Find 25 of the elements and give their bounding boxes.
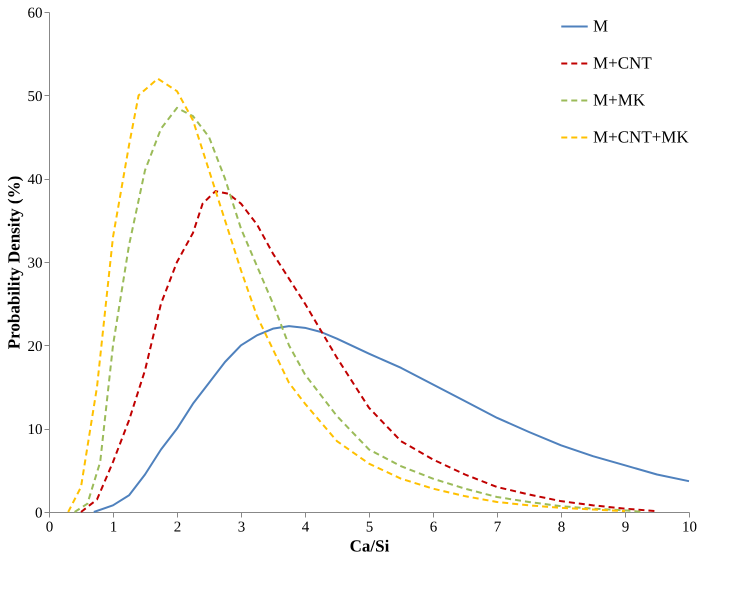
legend-label: M+CNT+MK — [593, 128, 690, 146]
x-tick-label: 9 — [622, 520, 630, 536]
x-tick-label: 3 — [238, 520, 246, 536]
x-tick-label: 6 — [430, 520, 438, 536]
legend-label: M+CNT — [593, 54, 652, 72]
y-tick-label: 60 — [28, 6, 42, 22]
x-tick-label: 10 — [682, 520, 697, 536]
x-tick-label: 1 — [110, 520, 118, 536]
y-tick-label: 10 — [28, 422, 42, 438]
x-tick-label: 2 — [174, 520, 182, 536]
y-tick-label: 0 — [35, 506, 42, 522]
x-tick-label: 8 — [558, 520, 566, 536]
line-series — [92, 325, 690, 513]
x-tick-label: 4 — [302, 520, 310, 536]
y-axis-title: Probability Density (%) — [4, 176, 24, 350]
x-tick-label: 7 — [494, 520, 502, 536]
x-tick-label: 0 — [46, 520, 54, 536]
y-tick-label: 30 — [28, 256, 42, 272]
y-tick-label: 20 — [28, 338, 42, 355]
x-tick-label: 5 — [366, 520, 374, 536]
y-tick-label: 40 — [28, 172, 42, 188]
y-tick-label: 50 — [28, 88, 42, 105]
x-axis-title: Ca/Si — [350, 536, 390, 556]
legend-label: M+MK — [593, 90, 646, 110]
legend-label: M — [593, 16, 608, 36]
